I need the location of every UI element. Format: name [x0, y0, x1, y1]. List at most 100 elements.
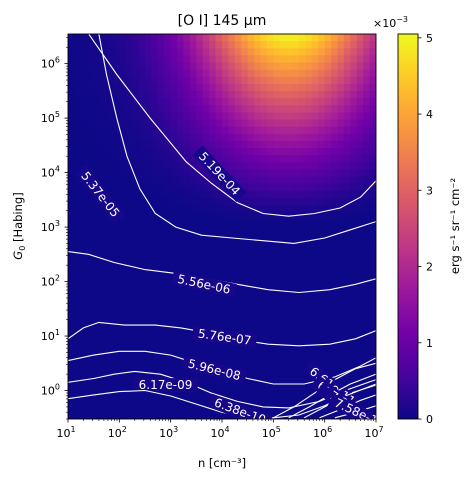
heatmap-cell — [177, 62, 185, 71]
heatmap-cell — [222, 119, 230, 128]
heatmap-cell — [350, 304, 358, 313]
heatmap-cell — [151, 41, 159, 49]
heatmap-cell — [311, 312, 319, 320]
heatmap-cell — [324, 55, 332, 64]
heatmap-cell — [343, 162, 351, 171]
heatmap-cell — [93, 140, 101, 149]
heatmap-cell — [189, 162, 197, 171]
heatmap-cell — [177, 333, 185, 342]
heatmap-cell — [343, 319, 351, 327]
heatmap-cell — [177, 162, 185, 171]
heatmap-cell — [292, 340, 300, 349]
heatmap-cell — [112, 41, 120, 49]
heatmap-cell — [125, 319, 133, 327]
heatmap-cell — [228, 105, 236, 114]
heatmap-cell — [343, 361, 351, 370]
heatmap-cell — [350, 119, 358, 128]
heatmap-cell — [196, 197, 204, 206]
heatmap-cell — [177, 55, 185, 64]
heatmap-cell — [247, 55, 255, 64]
heatmap-cell — [299, 276, 307, 285]
heatmap-cell — [260, 197, 268, 206]
heatmap-cell — [279, 140, 287, 149]
heatmap-cell — [209, 69, 217, 78]
heatmap-cell — [80, 361, 88, 370]
heatmap-cell — [331, 276, 339, 285]
heatmap-cell — [247, 297, 255, 306]
heatmap-cell — [189, 297, 197, 306]
heatmap-cell — [209, 226, 217, 235]
heatmap-cell — [356, 255, 364, 263]
heatmap-cell — [164, 98, 172, 106]
heatmap-cell — [164, 41, 172, 49]
heatmap-cell — [363, 312, 371, 320]
heatmap-cell — [202, 34, 210, 42]
heatmap-cell — [138, 212, 146, 220]
heatmap-cell — [350, 48, 358, 56]
heatmap-cell — [363, 304, 371, 313]
heatmap-cell — [299, 304, 307, 313]
heatmap-cell — [279, 411, 287, 419]
heatmap-cell — [215, 411, 223, 419]
heatmap-cell — [279, 233, 287, 242]
heatmap-cell — [247, 276, 255, 285]
heatmap-cell — [80, 55, 88, 64]
heatmap-cell — [215, 297, 223, 306]
heatmap-cell — [106, 190, 114, 199]
heatmap-cell — [266, 262, 274, 270]
heatmap-cell — [125, 48, 133, 56]
heatmap-cell — [292, 55, 300, 64]
heatmap-cell — [292, 240, 300, 249]
heatmap-cell — [266, 276, 274, 285]
heatmap-cell — [273, 397, 281, 406]
heatmap-cell — [350, 219, 358, 228]
heatmap-cell — [234, 76, 242, 85]
heatmap-cell — [222, 155, 230, 163]
heatmap-cell — [324, 105, 332, 114]
heatmap-cell — [324, 48, 332, 56]
heatmap-cell — [132, 105, 140, 114]
heatmap-cell — [331, 119, 339, 128]
heatmap-cell — [80, 397, 88, 406]
heatmap-cell — [93, 247, 101, 256]
heatmap-cell — [170, 369, 178, 377]
heatmap-cell — [279, 404, 287, 413]
heatmap-cell — [202, 205, 210, 213]
heatmap-cell — [93, 376, 101, 384]
heatmap-cell — [87, 283, 95, 292]
heatmap-cell — [273, 133, 281, 142]
heatmap-cell — [164, 247, 172, 256]
heatmap-cell — [222, 269, 230, 278]
heatmap-cell — [292, 233, 300, 242]
heatmap-cell — [331, 340, 339, 349]
heatmap-cell — [215, 269, 223, 278]
heatmap-cell — [196, 83, 204, 92]
heatmap-cell — [286, 162, 294, 171]
heatmap-cell — [164, 76, 172, 85]
heatmap-cell — [119, 155, 127, 163]
heatmap-cell — [209, 205, 217, 213]
heatmap-cell — [157, 176, 165, 185]
heatmap-cell — [350, 212, 358, 220]
heatmap-cell — [202, 269, 210, 278]
heatmap-cell — [157, 105, 165, 114]
heatmap-cell — [202, 140, 210, 149]
heatmap-cell — [170, 240, 178, 249]
heatmap-cell — [80, 240, 88, 249]
heatmap-cell — [138, 140, 146, 149]
heatmap-cell — [343, 48, 351, 56]
heatmap-cell — [337, 262, 345, 270]
heatmap-cell — [119, 297, 127, 306]
heatmap-cell — [68, 390, 76, 399]
heatmap-cell — [331, 162, 339, 171]
heatmap-cell — [106, 276, 114, 285]
heatmap-cell — [324, 126, 332, 135]
heatmap-cell — [254, 155, 262, 163]
heatmap-cell — [106, 105, 114, 114]
heatmap-cell — [68, 369, 76, 377]
heatmap-cell — [318, 297, 326, 306]
heatmap-cell — [177, 233, 185, 242]
heatmap-cell — [74, 212, 82, 220]
heatmap-cell — [177, 41, 185, 49]
heatmap-cell — [337, 212, 345, 220]
